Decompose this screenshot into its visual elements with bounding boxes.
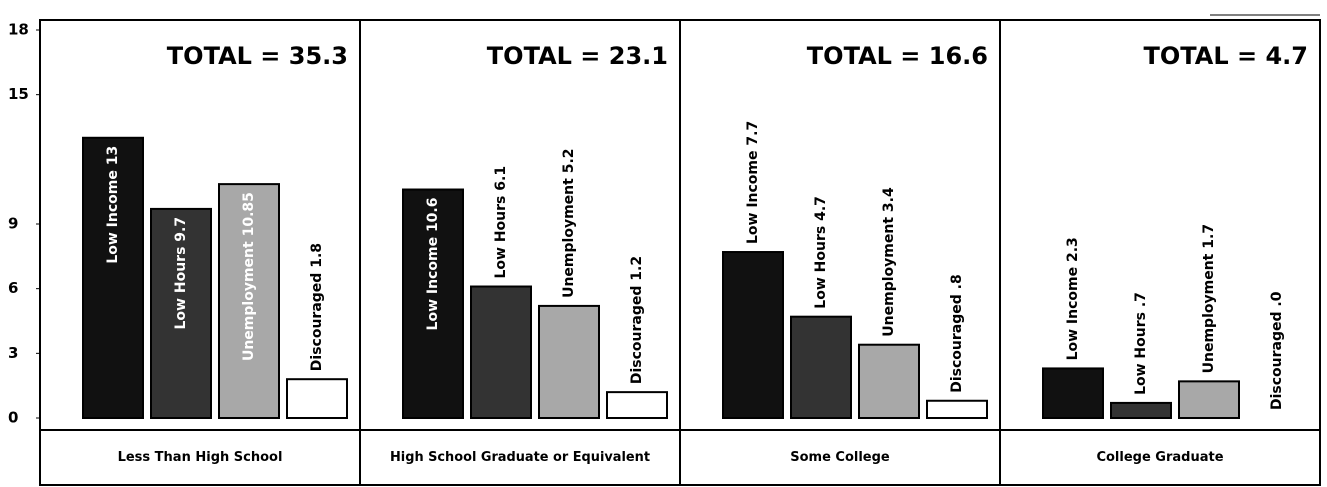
category-box bbox=[999, 429, 1321, 486]
total-label: TOTAL = 35.3 bbox=[167, 42, 348, 70]
y-tick-label: 18 bbox=[8, 21, 29, 39]
bar bbox=[1042, 367, 1104, 419]
bar bbox=[470, 285, 532, 419]
series-name: Low Hours bbox=[173, 247, 189, 330]
total-prefix: TOTAL = bbox=[1144, 42, 1258, 70]
value-label: 1.7 bbox=[1201, 224, 1217, 249]
y-tick-label: 6 bbox=[8, 279, 18, 297]
value-label: 7.7 bbox=[745, 121, 761, 146]
bar-label: Low Income 10.6 bbox=[425, 198, 441, 331]
bar bbox=[926, 399, 988, 419]
bar-label: Low Hours 9.7 bbox=[173, 217, 189, 330]
series-name: Low Income bbox=[1065, 267, 1081, 361]
y-tick-label: 15 bbox=[8, 85, 29, 103]
series-name: Low Income bbox=[425, 237, 441, 331]
series-name: Discouraged bbox=[309, 273, 325, 372]
value-label: 1.2 bbox=[629, 256, 645, 281]
series-name: Unemployment bbox=[881, 217, 897, 337]
bar-label: Low Income 13 bbox=[105, 146, 121, 264]
series-name: Discouraged bbox=[1269, 311, 1285, 410]
x-tick-label: Some College bbox=[790, 450, 890, 465]
bar-label: Discouraged 1.8 bbox=[309, 243, 325, 371]
bar-label: Discouraged .0 bbox=[1269, 291, 1285, 410]
x-tick-label: College Graduate bbox=[1096, 450, 1223, 465]
value-label: 13 bbox=[105, 146, 121, 165]
value-label: 9.7 bbox=[173, 217, 189, 242]
value-label: 10.85 bbox=[241, 192, 257, 236]
bar-label: Low Income 2.3 bbox=[1065, 237, 1081, 360]
total-value: 4.7 bbox=[1265, 42, 1308, 70]
bar-label: Discouraged 1.2 bbox=[629, 256, 645, 384]
bar bbox=[722, 251, 784, 419]
value-label: 2.3 bbox=[1065, 237, 1081, 262]
bar bbox=[790, 315, 852, 420]
bar-label: Unemployment 1.7 bbox=[1201, 224, 1217, 373]
series-name: Unemployment bbox=[561, 178, 577, 298]
bar bbox=[402, 188, 464, 419]
bar bbox=[858, 343, 920, 420]
bar bbox=[286, 378, 348, 420]
total-prefix: TOTAL = bbox=[807, 42, 921, 70]
value-label: .7 bbox=[1133, 292, 1149, 307]
total-label: TOTAL = 4.7 bbox=[1144, 42, 1309, 70]
series-name: Discouraged bbox=[949, 294, 965, 393]
value-label: 10.6 bbox=[425, 198, 441, 233]
bar bbox=[218, 183, 280, 419]
bar bbox=[538, 304, 600, 419]
bar-label: Low Income 7.7 bbox=[745, 121, 761, 244]
series-name: Discouraged bbox=[629, 286, 645, 385]
y-tick-label: 0 bbox=[8, 409, 18, 427]
bar-label: Low Hours 4.7 bbox=[813, 196, 829, 309]
x-tick-label: Less Than High School bbox=[118, 450, 283, 465]
bar-label: Low Hours 6.1 bbox=[493, 166, 509, 279]
bar-label: Low Hours .7 bbox=[1133, 292, 1149, 395]
bar bbox=[1110, 401, 1172, 419]
value-label: 1.8 bbox=[309, 243, 325, 268]
series-name: Low Income bbox=[745, 150, 761, 244]
x-tick-label: High School Graduate or Equivalent bbox=[390, 450, 650, 465]
total-prefix: TOTAL = bbox=[167, 42, 281, 70]
value-label: .0 bbox=[1269, 291, 1285, 306]
y-tick-label: 3 bbox=[8, 344, 18, 362]
series-name: Unemployment bbox=[241, 241, 257, 361]
total-label: TOTAL = 16.6 bbox=[807, 42, 988, 70]
bar-label: Unemployment 5.2 bbox=[561, 148, 577, 297]
total-label: TOTAL = 23.1 bbox=[487, 42, 668, 70]
bar-label: Unemployment 3.4 bbox=[881, 187, 897, 337]
bar-label: Discouraged .8 bbox=[949, 274, 965, 392]
series-name: Low Hours bbox=[1133, 312, 1149, 395]
total-value: 23.1 bbox=[609, 42, 668, 70]
total-value: 16.6 bbox=[929, 42, 988, 70]
series-name: Low Hours bbox=[813, 226, 829, 309]
value-label: 4.7 bbox=[813, 196, 829, 221]
series-name: Unemployment bbox=[1201, 253, 1217, 373]
value-label: 6.1 bbox=[493, 166, 509, 191]
bar-label: Unemployment 10.85 bbox=[241, 192, 257, 361]
bar bbox=[150, 207, 212, 419]
total-prefix: TOTAL = bbox=[487, 42, 601, 70]
value-label: .8 bbox=[949, 274, 965, 289]
bar bbox=[606, 391, 668, 419]
value-label: 3.4 bbox=[881, 187, 897, 212]
bar bbox=[82, 136, 144, 419]
y-tick-label: 9 bbox=[8, 215, 18, 233]
bar bbox=[1178, 380, 1240, 420]
series-name: Low Income bbox=[105, 170, 121, 264]
total-value: 35.3 bbox=[289, 42, 348, 70]
series-name: Low Hours bbox=[493, 196, 509, 279]
value-label: 5.2 bbox=[561, 148, 577, 173]
